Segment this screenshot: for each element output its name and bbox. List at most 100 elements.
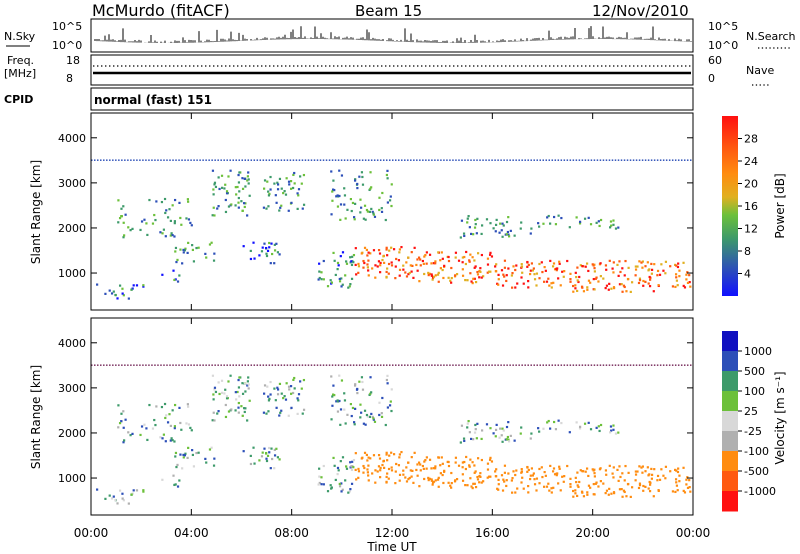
power-pixel (476, 217, 479, 220)
velocity-pixel (118, 489, 122, 492)
velocity-pixel (179, 453, 182, 456)
velocity-pixel (552, 486, 555, 489)
power-pixel (211, 214, 214, 217)
power-pixel (677, 159, 680, 161)
velocity-pixel (644, 470, 647, 473)
power-pixel (427, 274, 430, 277)
velocity-pixel (552, 420, 556, 424)
power-pixel (447, 255, 450, 259)
velocity-pixel (344, 422, 347, 425)
velocity-pixel (629, 364, 632, 366)
velocity-pixel (610, 492, 613, 495)
power-pixel (653, 263, 656, 266)
power-pixel (253, 159, 256, 161)
velocity-pixel (390, 469, 394, 472)
power-pixel (494, 159, 496, 161)
velocity-pixel (364, 423, 367, 426)
power-pixel (356, 186, 359, 190)
velocity-pixel (360, 376, 364, 379)
velocity-pixel (359, 403, 362, 406)
power-pixel (184, 247, 187, 250)
velocity-pixel (362, 422, 365, 425)
power-pixel (402, 264, 405, 267)
power-pixel (270, 242, 273, 245)
velocity-pixel (398, 364, 400, 366)
velocity-pixel (244, 364, 247, 366)
power-pixel (460, 219, 464, 222)
power-pixel (232, 159, 234, 161)
velocity-pixel (480, 481, 483, 484)
power-pixel (148, 198, 151, 202)
velocity-pixel (618, 465, 621, 468)
velocity-pixel (413, 451, 416, 454)
power-pixel (388, 159, 391, 161)
velocity-pixel (676, 489, 679, 492)
velocity-pixel (142, 490, 145, 493)
power-pixel (674, 263, 677, 266)
velocity-pixel (350, 482, 354, 485)
power-pixel (269, 175, 272, 179)
velocity-pixel (505, 479, 508, 482)
velocity-pixel (422, 467, 425, 470)
velocity-pixel (173, 483, 176, 487)
velocity-pixel (223, 364, 225, 366)
power-pixel (425, 251, 428, 254)
colorbar-tick-label: 24 (744, 155, 758, 168)
velocity-pixel (536, 364, 538, 366)
power-pixel (164, 211, 167, 215)
power-pixel (276, 188, 280, 191)
velocity-pixel (363, 451, 367, 454)
velocity-pixel (166, 421, 170, 424)
velocity-pixel (459, 441, 462, 444)
velocity-pixel (578, 425, 582, 428)
power-pixel (127, 297, 130, 300)
power-pixel (382, 255, 385, 258)
power-pixel (262, 159, 265, 161)
velocity-pixel (243, 410, 246, 414)
power-pixel (537, 222, 540, 225)
velocity-pixel (677, 467, 680, 470)
power-pixel (369, 187, 372, 190)
power-pixel (143, 218, 146, 221)
power-pixel (390, 246, 393, 249)
power-pixel (354, 263, 357, 267)
velocity-pixel (372, 417, 375, 420)
power-pixel (488, 159, 490, 161)
velocity-pixel (301, 412, 304, 415)
velocity-pixel (379, 466, 382, 470)
velocity-pixel (178, 479, 181, 482)
power-pixel (413, 246, 416, 249)
velocity-pixel (122, 426, 125, 429)
velocity-pixel (657, 489, 660, 492)
x-tick-label: 16:00 (475, 526, 510, 540)
power-pixel (466, 217, 469, 220)
velocity-pixel (386, 459, 389, 462)
velocity-pixel (575, 421, 578, 424)
velocity-pixel (374, 481, 377, 484)
velocity-pixel (151, 427, 155, 430)
power-pixel (357, 265, 361, 268)
velocity-pixel (208, 364, 210, 366)
velocity-pixel (358, 380, 361, 383)
power-pixel (551, 159, 554, 161)
power-pixel (136, 159, 138, 161)
power-pixel (271, 252, 274, 256)
power-pixel (497, 273, 500, 276)
velocity-pixel (258, 459, 261, 462)
velocity-pixel (464, 467, 467, 471)
power-pixel (367, 269, 370, 272)
power-pixel (553, 268, 557, 271)
velocity-pixel (394, 482, 397, 485)
power-pixel (169, 159, 171, 161)
velocity-pixel (173, 440, 176, 443)
velocity-pixel (352, 458, 356, 462)
power-pixel (278, 253, 281, 256)
velocity-pixel (367, 479, 370, 482)
power-pixel (501, 235, 504, 238)
power-pixel (351, 201, 355, 205)
power-pixel (258, 254, 261, 257)
velocity-pixel (277, 364, 280, 366)
velocity-pixel (172, 364, 174, 366)
power-pixel (202, 159, 204, 161)
